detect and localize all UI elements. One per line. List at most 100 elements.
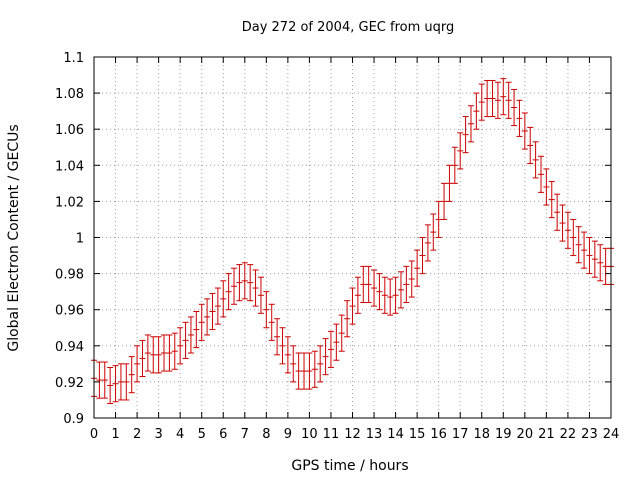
data-point xyxy=(392,276,399,314)
x-tick-label: 7 xyxy=(241,427,249,442)
y-tick-label: 1.1 xyxy=(63,51,84,66)
data-point xyxy=(505,81,512,119)
y-tick-label: 1.06 xyxy=(55,123,84,138)
data-point xyxy=(451,146,458,184)
data-point xyxy=(96,361,103,399)
data-point xyxy=(236,264,243,302)
x-tick-label: 0 xyxy=(90,427,98,442)
data-point xyxy=(198,303,205,341)
x-tick-label: 4 xyxy=(176,427,184,442)
x-tick-label: 24 xyxy=(603,427,620,442)
data-point xyxy=(564,211,571,249)
x-tick-label: 6 xyxy=(219,427,227,442)
data-point xyxy=(290,345,297,383)
data-point xyxy=(252,269,259,307)
data-point xyxy=(214,287,221,325)
data-point xyxy=(511,88,518,127)
data-point xyxy=(295,352,302,390)
x-tick-label: 1 xyxy=(111,427,119,442)
data-point xyxy=(581,231,588,269)
data-point xyxy=(484,79,491,118)
y-tick-label: 0.98 xyxy=(55,268,84,283)
data-point xyxy=(171,332,178,370)
data-point xyxy=(430,213,437,251)
data-point xyxy=(268,303,275,341)
data-point xyxy=(134,345,141,383)
x-tick-label: 18 xyxy=(473,427,490,442)
data-point xyxy=(397,271,404,309)
data-point xyxy=(166,334,173,372)
data-point xyxy=(117,363,124,401)
x-tick-label: 13 xyxy=(366,427,383,442)
data-point xyxy=(301,352,308,390)
data-point xyxy=(204,298,211,336)
data-point xyxy=(559,204,566,242)
data-point xyxy=(414,249,421,287)
data-point xyxy=(247,264,254,302)
data-point xyxy=(107,366,114,405)
y-tick-label: 1.08 xyxy=(55,87,84,102)
data-point xyxy=(532,141,539,179)
data-point xyxy=(500,78,507,116)
x-tick-label: 3 xyxy=(154,427,162,442)
data-point xyxy=(279,327,286,365)
data-point xyxy=(123,363,130,401)
data-point xyxy=(435,200,442,238)
data-point xyxy=(516,99,523,137)
data-point xyxy=(220,280,227,318)
x-tick-label: 11 xyxy=(323,427,340,442)
data-point xyxy=(527,126,534,164)
y-tick-label: 1.02 xyxy=(55,195,84,210)
x-tick-label: 21 xyxy=(538,427,555,442)
x-tick-label: 12 xyxy=(344,427,361,442)
data-point xyxy=(591,240,598,278)
data-point xyxy=(462,116,469,154)
x-tick-label: 14 xyxy=(387,427,404,442)
chart-title: Day 272 of 2004, GEC from uqrg xyxy=(242,20,455,35)
data-point xyxy=(360,265,367,303)
x-tick-label: 2 xyxy=(133,427,141,442)
data-point xyxy=(144,334,151,372)
data-point xyxy=(338,314,345,352)
y-tick-label: 0.94 xyxy=(55,340,84,355)
y-axis-label: Global Electron Content / GECUs xyxy=(6,124,22,351)
data-point xyxy=(322,338,329,376)
data-point xyxy=(101,361,108,399)
grid xyxy=(94,57,611,418)
data-point xyxy=(521,112,528,150)
data-point xyxy=(311,350,318,388)
y-tick-label: 0.92 xyxy=(55,376,84,391)
data-point xyxy=(365,265,372,303)
y-tick-label: 0.96 xyxy=(55,304,84,319)
ticks: 0 1 2 3 4 5 6 7 8 9 10 11 12 13 14 15 16 17 18 19 20 21 22 23 24… xyxy=(55,51,619,442)
data-point xyxy=(128,356,135,394)
data-point xyxy=(457,132,464,170)
data-point xyxy=(543,168,550,206)
data-point xyxy=(112,365,119,403)
y-tick-label: 0.9 xyxy=(63,412,84,427)
data-point xyxy=(274,318,281,356)
y-tick-label: 1.04 xyxy=(55,159,84,174)
data-point xyxy=(155,336,162,374)
data-point xyxy=(548,181,555,219)
data-point xyxy=(554,193,561,231)
data-point xyxy=(586,237,593,275)
data-point xyxy=(284,336,291,374)
x-tick-label: 17 xyxy=(452,427,469,442)
data-point xyxy=(371,269,378,307)
data-point xyxy=(494,81,501,119)
data-point xyxy=(241,262,248,300)
data-point xyxy=(376,273,383,311)
data-point xyxy=(570,218,577,257)
x-tick-label: 16 xyxy=(430,427,447,442)
data-point xyxy=(446,164,453,202)
data-point xyxy=(424,224,431,262)
data-point xyxy=(597,244,604,282)
data-point xyxy=(489,79,496,118)
data-point xyxy=(225,273,232,311)
data-point xyxy=(187,316,194,354)
data-point xyxy=(327,330,334,368)
x-tick-label: 15 xyxy=(409,427,426,442)
data-point xyxy=(161,334,168,372)
